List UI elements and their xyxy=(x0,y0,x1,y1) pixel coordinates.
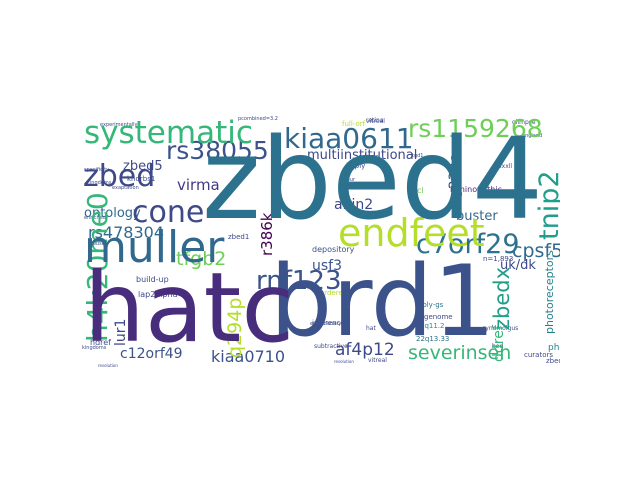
word: rs38055 xyxy=(166,136,269,165)
word: vitreal xyxy=(366,118,385,125)
word: tfgb2 xyxy=(176,248,227,270)
word: ordered xyxy=(320,289,348,297)
word: 22q13.33 xyxy=(416,335,450,343)
word: enriched xyxy=(84,215,106,221)
word: lxxll xyxy=(500,163,513,170)
word: af4p12 xyxy=(335,340,395,360)
word: tgd1 xyxy=(412,153,424,159)
word: vitreal xyxy=(368,357,387,364)
word: uk/dk xyxy=(500,258,536,273)
word: subtractive xyxy=(314,343,348,350)
word: kiaa0710 xyxy=(211,347,286,366)
word: virma xyxy=(177,176,220,194)
word: rs1159268 xyxy=(408,114,543,143)
word: khdrbs1 xyxy=(127,175,156,183)
word: n=1,893 xyxy=(483,255,514,263)
word: retina xyxy=(366,117,384,124)
word: c12orf49 xyxy=(120,346,183,362)
word: cpsf5 xyxy=(512,240,560,262)
word: cynomolgus xyxy=(482,325,519,332)
word: endfeet xyxy=(338,211,485,255)
word: zbed5 xyxy=(123,159,163,174)
word: cone xyxy=(132,195,205,230)
word: poly-gs xyxy=(418,301,444,309)
word: c7orf29 xyxy=(416,229,520,260)
word: spur xyxy=(344,177,356,183)
word: resolution xyxy=(98,363,118,368)
word: systematic xyxy=(84,115,253,151)
word: kingdoms xyxy=(82,345,107,351)
word: multiinstitutional xyxy=(307,148,418,163)
word: rs478304 xyxy=(88,223,164,242)
word: genome xyxy=(424,313,453,321)
word: bed xyxy=(492,343,504,350)
word: ucl xyxy=(412,186,424,195)
word: usf3 xyxy=(312,258,343,274)
word: zbed4 xyxy=(202,115,544,245)
word: brd1 xyxy=(270,245,496,359)
word: zbed2 xyxy=(546,357,560,365)
word: pcombined=3.2 xyxy=(238,116,278,122)
word: laminopathic xyxy=(450,185,502,194)
word: full-orf xyxy=(342,120,366,128)
word: hdref xyxy=(90,338,111,347)
word: resolution xyxy=(334,359,354,364)
word: photoreceptors xyxy=(543,250,556,334)
word: cdnas xyxy=(358,153,379,161)
word: photoreceptors xyxy=(548,343,560,353)
word: abin2 xyxy=(334,197,374,213)
word: build-up xyxy=(136,275,169,284)
word: zbed xyxy=(83,159,156,194)
word: severinsen xyxy=(408,342,512,364)
word: buster xyxy=(456,209,498,224)
word: hatc xyxy=(84,252,295,364)
word: curators xyxy=(524,351,554,359)
word: england xyxy=(522,133,543,139)
word: muller xyxy=(84,222,225,273)
word: hat xyxy=(366,325,376,332)
word: exaptation xyxy=(112,185,139,191)
word: lap2alpha xyxy=(138,290,178,299)
word: zbed1 xyxy=(228,233,250,241)
word: rnf123 xyxy=(256,266,342,296)
word: glimpse xyxy=(512,119,536,126)
word: inference xyxy=(312,319,345,327)
word: kiaa0611 xyxy=(284,122,414,155)
word: kingdoms xyxy=(87,180,112,186)
word: 5q11.2 xyxy=(420,322,445,330)
word: mouse xyxy=(88,241,105,247)
word: experimentally xyxy=(100,122,138,128)
word: imply xyxy=(346,162,366,170)
word: evolutionary xyxy=(310,321,342,327)
word-cloud: experimentally pcombined=3.2 vitreal ful… xyxy=(80,114,560,368)
word: depository xyxy=(312,245,355,254)
word: specificity xyxy=(84,167,110,173)
word: ontology xyxy=(84,206,141,221)
